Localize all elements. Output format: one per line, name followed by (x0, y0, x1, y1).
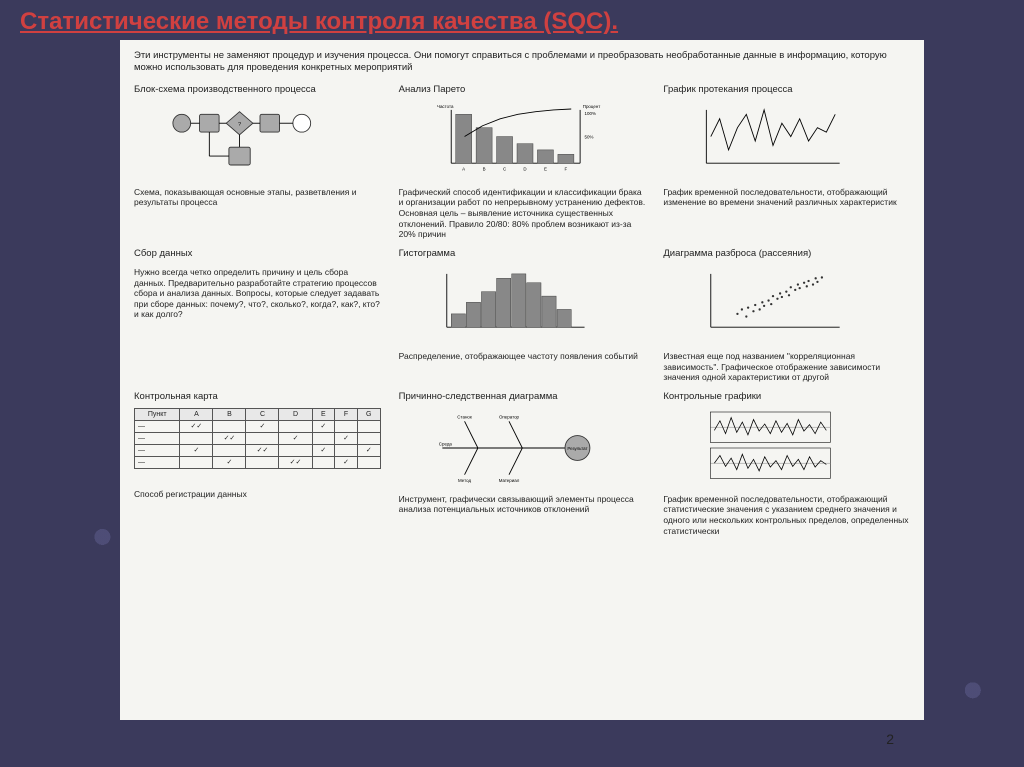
runchart-desc: График временной последовательности, ото… (663, 187, 910, 208)
decision-mark: ? (238, 122, 241, 128)
svg-text:50%: 50% (584, 134, 593, 139)
histogram-desc: Распределение, отображающее частоту появ… (399, 351, 646, 362)
tool-flowchart: Блок-схема производственного процесса ? (134, 84, 381, 240)
page-number: 2 (886, 731, 894, 747)
tools-grid: Блок-схема производственного процесса ? (134, 84, 910, 537)
tool-controlcharts: Контрольные графики График временной пос… (663, 391, 910, 537)
svg-text:A: A (462, 166, 465, 171)
pareto-desc: Графический способ идентификации и класс… (399, 187, 646, 240)
check-table: ПунктABCDEFG—✓✓✓✓—✓✓✓✓—✓✓✓✓✓—✓✓✓✓ (134, 408, 381, 469)
fishbone-title: Причинно-следственная диаграмма (399, 391, 646, 402)
controlcharts-diagram (663, 408, 910, 488)
pareto-diagram: Частота Процент 100% 50% A B C D E F (399, 101, 646, 181)
tool-fishbone: Причинно-следственная диаграмма Результа… (399, 391, 646, 537)
intro-text: Эти инструменты не заменяют процедур и и… (134, 50, 910, 74)
svg-text:Процент: Процент (582, 104, 600, 109)
tool-runchart: График протекания процесса График времен… (663, 84, 910, 240)
histogram-title: Гистограмма (399, 248, 646, 259)
svg-text:Станок: Станок (457, 414, 472, 419)
controlcharts-title: Контрольные графики (663, 391, 910, 402)
tool-datacollect: Сбор данных Нужно всегда четко определит… (134, 248, 381, 383)
slide-title: Статистические методы контроля качества … (0, 0, 1024, 40)
svg-text:E: E (544, 166, 547, 171)
tool-histogram: Гистограмма Распределение, отображающее … (399, 248, 646, 383)
runchart-title: График протекания процесса (663, 84, 910, 95)
svg-text:C: C (503, 166, 507, 171)
svg-text:F: F (564, 166, 567, 171)
datacollect-desc: Нужно всегда четко определить причину и … (134, 267, 381, 320)
svg-text:Метод: Метод (458, 478, 471, 483)
datacollect-title: Сбор данных (134, 248, 381, 259)
svg-text:Оператор: Оператор (499, 414, 520, 419)
fishbone-desc: Инструмент, графически связывающий элеме… (399, 494, 646, 515)
svg-text:Материал: Материал (498, 478, 519, 483)
pareto-title: Анализ Парето (399, 84, 646, 95)
fishbone-diagram: Результат Станок Оператор Метод Материал… (399, 408, 646, 488)
checksheet-diagram: ПунктABCDEFG—✓✓✓✓—✓✓✓✓—✓✓✓✓✓—✓✓✓✓ (134, 408, 381, 483)
svg-text:B: B (482, 166, 485, 171)
flowchart-diagram: ? (134, 101, 381, 181)
flowchart-desc: Схема, показывающая основные этапы, разв… (134, 187, 381, 208)
controlcharts-desc: График временной последовательности, ото… (663, 494, 910, 537)
checksheet-title: Контрольная карта (134, 391, 381, 402)
svg-text:D: D (523, 166, 526, 171)
scatter-diagram (663, 265, 910, 345)
tool-scatter: Диаграмма разброса (рассеяния) Известная… (663, 248, 910, 383)
runchart-diagram (663, 101, 910, 181)
svg-text:Частота: Частота (437, 104, 454, 109)
checksheet-desc: Способ регистрации данных (134, 489, 381, 500)
scatter-title: Диаграмма разброса (рассеяния) (663, 248, 910, 259)
content-panel: Эти инструменты не заменяют процедур и и… (120, 40, 924, 720)
scatter-desc: Известная еще под названием "корреляцион… (663, 351, 910, 383)
tool-checksheet: Контрольная карта ПунктABCDEFG—✓✓✓✓—✓✓✓✓… (134, 391, 381, 537)
svg-text:100%: 100% (584, 111, 595, 116)
svg-text:Среда: Среда (438, 441, 452, 446)
flowchart-title: Блок-схема производственного процесса (134, 84, 381, 95)
tool-pareto: Анализ Парето Частота Процент 100% 50% A… (399, 84, 646, 240)
histogram-diagram (399, 265, 646, 345)
svg-text:Результат: Результат (567, 446, 587, 451)
